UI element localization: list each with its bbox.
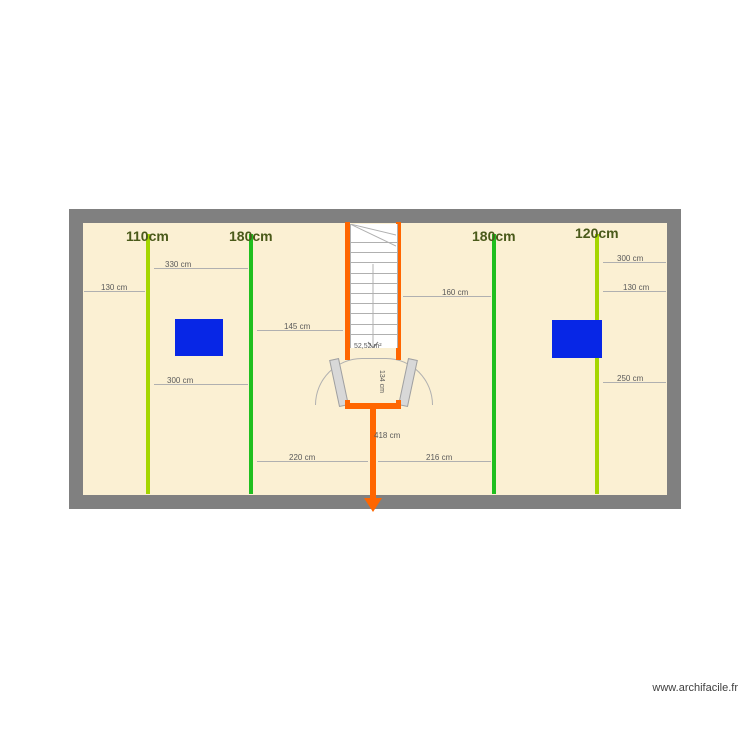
blue-rect-left — [175, 319, 223, 356]
dim-label-d130r: 130 cm — [623, 283, 649, 292]
dim-label-d250: 250 cm — [617, 374, 643, 383]
dim-label-d418: 418 cm — [374, 431, 400, 440]
dim-label-d130l: 130 cm — [101, 283, 127, 292]
height-label-v3: 180cm — [472, 228, 516, 244]
dim-label-d330: 330 cm — [165, 260, 191, 269]
dim-134: 134 cm — [378, 370, 385, 393]
height-label-v1: 110cm — [126, 228, 169, 244]
wall-top — [69, 209, 681, 223]
wall-left — [69, 209, 83, 509]
orange-post-right — [396, 400, 401, 409]
dim-label-d220: 220 cm — [289, 453, 315, 462]
stair-sill-left — [345, 352, 350, 360]
stair-sill-right — [396, 352, 401, 360]
height-line-v2 — [249, 234, 253, 494]
stair-diagonal — [350, 224, 396, 348]
floorplan-canvas: 110cm 180cm 180cm 120cm 52,52 m² 134 cm 330… — [0, 0, 750, 750]
height-line-v1 — [146, 234, 150, 494]
blue-rect-right — [552, 320, 602, 358]
orange-post-left — [345, 400, 350, 409]
dim-label-d145: 145 cm — [284, 322, 310, 331]
dim-label-d216: 216 cm — [426, 453, 452, 462]
dim-label-d160: 160 cm — [442, 288, 468, 297]
orange-stem-arrow — [364, 498, 382, 512]
dim-label-d300l: 300 cm — [167, 376, 193, 385]
watermark: www.archifacile.fr — [652, 682, 738, 694]
stair-area-label: 52,52 m² — [354, 343, 382, 350]
dim-label-d300r: 300 cm — [617, 254, 643, 263]
height-label-v4: 120cm — [575, 225, 619, 241]
wall-right — [667, 209, 681, 509]
height-line-v3 — [492, 234, 496, 494]
orange-stem — [370, 406, 376, 508]
height-line-v4 — [595, 234, 599, 494]
height-label-v2: 180cm — [229, 228, 273, 244]
